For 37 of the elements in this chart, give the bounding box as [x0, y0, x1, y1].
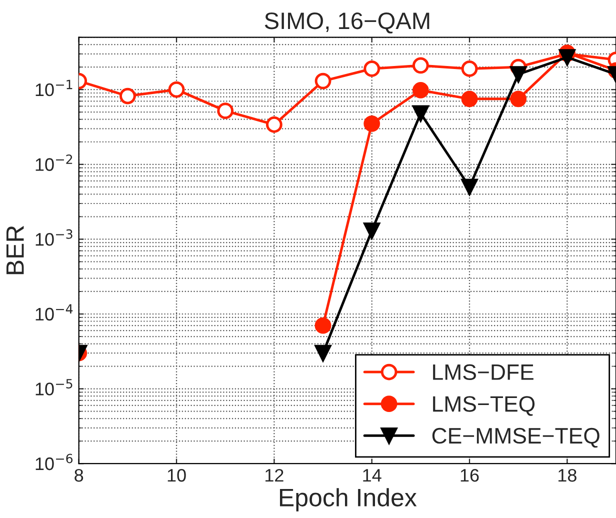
x-axis-title: Epoch Index — [280, 488, 417, 512]
point — [461, 178, 478, 196]
point — [364, 222, 380, 239]
point — [364, 115, 380, 132]
y-axis-title: BER — [6, 226, 24, 274]
point — [510, 90, 527, 108]
y-tick-label: 10$^{−2}$ — [36, 154, 72, 171]
point — [266, 116, 282, 133]
point — [314, 72, 332, 90]
point — [461, 90, 478, 108]
point — [461, 60, 478, 77]
x-tick-label: 10 — [168, 468, 186, 482]
point — [314, 344, 332, 362]
x-tick-label: 12 — [266, 468, 284, 482]
x-tick-label: 18 — [558, 468, 576, 482]
x-tick-label: 14 — [363, 469, 382, 482]
point — [558, 49, 576, 66]
y-tick-label: 10$^{−3}$ — [36, 229, 72, 246]
y-tick-label: 10$^{−4}$ — [36, 304, 73, 321]
legend-label: LMS−TEQ — [433, 396, 535, 416]
x-tick-label: 8 — [74, 468, 84, 482]
point — [168, 81, 185, 98]
point — [364, 60, 380, 77]
point — [314, 317, 332, 334]
point — [217, 102, 234, 120]
x-tick-label: 16 — [460, 468, 479, 482]
point — [510, 66, 527, 83]
legend-label: CE−MMSE−TEQ — [432, 428, 600, 448]
y-tick-label: 10$^{−5}$ — [36, 379, 72, 396]
point — [412, 82, 429, 98]
y-tick-label: 10$^{−6}$ — [36, 454, 73, 470]
point — [412, 57, 429, 74]
point — [119, 88, 136, 104]
legend-label: LMS−DFE — [433, 364, 534, 380]
point — [412, 105, 429, 122]
chart-title: SIMO, 16−QAM — [264, 12, 430, 34]
y-tick-label: 10$^{−1}$ — [36, 80, 72, 96]
